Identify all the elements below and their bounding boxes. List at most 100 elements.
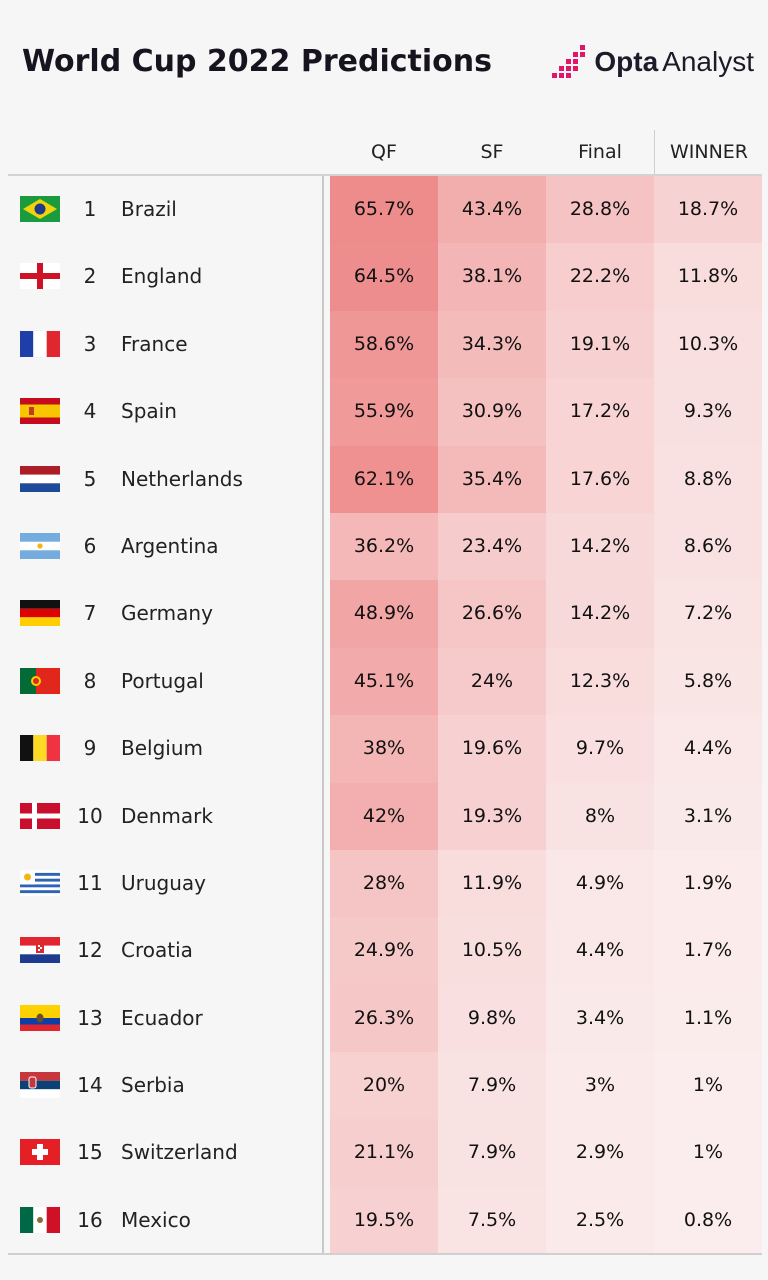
probability-cell-qf: 65.7% (330, 176, 438, 244)
team-name: Switzerland (121, 1140, 238, 1165)
england-flag-icon (20, 263, 60, 290)
probability-cell-winner: 8.6% (654, 512, 762, 581)
table-row: 11 Uruguay 28% 11.9% 4.9% 1.9% (8, 849, 762, 918)
probability-cell-final: 19.1% (546, 310, 654, 379)
probability-cell-winner: 18.7% (654, 176, 762, 244)
netherlands-flag-icon (20, 465, 60, 492)
probability-cell-sf: 7.9% (438, 1119, 546, 1187)
uruguay-flag-icon (20, 869, 60, 896)
team-name: Serbia (121, 1073, 185, 1098)
probability-cell-winner: 1.1% (654, 984, 762, 1053)
probability-cell-qf: 21.1% (330, 1119, 438, 1187)
team-rank: 16 (77, 1207, 103, 1232)
probability-cell-winner: 7.2% (654, 580, 762, 648)
spain-flag-icon (20, 398, 60, 425)
table-row: 8 Portugal 45.1% 24% 12.3% 5.8% (8, 647, 762, 716)
column-header-sf: SF (480, 141, 504, 163)
column-divider (322, 176, 324, 1255)
probability-cell-final: 2.9% (546, 1119, 654, 1187)
team-name: Portugal (121, 668, 204, 693)
probability-cell-qf: 62.1% (330, 445, 438, 513)
table-row: 7 Germany 48.9% 26.6% 14.2% 7.2% (8, 580, 762, 648)
column-header-final: Final (578, 141, 622, 163)
team-name: Argentina (121, 533, 219, 558)
team-name: Germany (121, 601, 213, 626)
probability-cell-sf: 38.1% (438, 243, 546, 311)
team-rank: 4 (83, 399, 97, 424)
probability-cell-final: 14.2% (546, 512, 654, 581)
probability-cell-sf: 9.8% (438, 984, 546, 1053)
predictions-table: QF SF Final WINNER 1 Brazil 65.7% 43.4% 28.8… (8, 130, 763, 1255)
probability-cell-winner: 10.3% (654, 310, 762, 379)
probability-cell-sf: 26.6% (438, 580, 546, 648)
probability-cell-sf: 19.6% (438, 715, 546, 783)
column-header-winner: WINNER (654, 130, 763, 174)
probability-cell-qf: 24.9% (330, 917, 438, 985)
table-body: 1 Brazil 65.7% 43.4% 28.8% 18.7% 2 England 64.5%… (8, 176, 762, 1255)
team-rank: 10 (77, 803, 103, 828)
france-flag-icon (20, 330, 60, 357)
serbia-flag-icon (20, 1072, 60, 1099)
team-rank: 12 (77, 938, 103, 963)
table-row: 9 Belgium 38% 19.6% 9.7% 4.4% (8, 715, 762, 783)
table-bottom-border (8, 1253, 762, 1255)
probability-cell-winner: 1% (654, 1119, 762, 1187)
probability-cell-qf: 48.9% (330, 580, 438, 648)
table-row: 6 Argentina 36.2% 23.4% 14.2% 8.6% (8, 512, 762, 581)
team-name: Denmark (121, 803, 213, 828)
probability-cell-sf: 24% (438, 647, 546, 716)
denmark-flag-icon (20, 802, 60, 829)
team-rank: 2 (83, 264, 97, 289)
team-name: France (121, 331, 188, 356)
team-rank: 9 (83, 736, 97, 761)
probability-cell-sf: 30.9% (438, 378, 546, 446)
probability-cell-sf: 7.5% (438, 1186, 546, 1255)
probability-cell-winner: 11.8% (654, 243, 762, 311)
team-name: Spain (121, 399, 177, 424)
table-row: 3 France 58.6% 34.3% 19.1% 10.3% (8, 310, 762, 379)
probability-cell-sf: 7.9% (438, 1052, 546, 1120)
probability-cell-final: 17.6% (546, 445, 654, 513)
table-row: 10 Denmark 42% 19.3% 8% 3.1% (8, 782, 762, 850)
switzerland-flag-icon (20, 1139, 60, 1166)
probability-cell-final: 2.5% (546, 1186, 654, 1255)
probability-cell-qf: 58.6% (330, 310, 438, 379)
probability-cell-sf: 10.5% (438, 917, 546, 985)
probability-cell-qf: 36.2% (330, 512, 438, 581)
probability-cell-final: 4.4% (546, 917, 654, 985)
team-rank: 8 (83, 668, 97, 693)
logo-brand-text: Opta (594, 46, 659, 77)
probability-cell-winner: 4.4% (654, 715, 762, 783)
table-row: 14 Serbia 20% 7.9% 3% 1% (8, 1052, 762, 1120)
team-name: Mexico (121, 1207, 191, 1232)
probability-cell-qf: 64.5% (330, 243, 438, 311)
logo-sub-text: Analyst (662, 46, 754, 77)
team-rank: 13 (77, 1005, 103, 1030)
probability-cell-sf: 23.4% (438, 512, 546, 581)
argentina-flag-icon (20, 532, 60, 559)
team-name: Netherlands (121, 466, 243, 491)
table-row: 4 Spain 55.9% 30.9% 17.2% 9.3% (8, 378, 762, 446)
mexico-flag-icon (20, 1206, 60, 1233)
probability-cell-winner: 5.8% (654, 647, 762, 716)
probability-cell-final: 28.8% (546, 176, 654, 244)
probability-cell-winner: 1.7% (654, 917, 762, 985)
team-rank: 1 (83, 197, 97, 221)
probability-cell-winner: 3.1% (654, 782, 762, 850)
opta-analyst-logo: Opta Analyst (550, 40, 754, 84)
probability-cell-winner: 1% (654, 1052, 762, 1120)
table-row: 2 England 64.5% 38.1% 22.2% 11.8% (8, 243, 762, 311)
team-rank: 5 (83, 466, 97, 491)
team-name: Ecuador (121, 1005, 203, 1030)
probability-cell-final: 9.7% (546, 715, 654, 783)
probability-cell-qf: 20% (330, 1052, 438, 1120)
probability-cell-sf: 43.4% (438, 176, 546, 244)
probability-cell-qf: 28% (330, 849, 438, 918)
probability-cell-sf: 35.4% (438, 445, 546, 513)
probability-cell-final: 22.2% (546, 243, 654, 311)
probability-cell-final: 12.3% (546, 647, 654, 716)
opta-logo-icon (552, 45, 586, 78)
portugal-flag-icon (20, 667, 60, 694)
team-rank: 14 (77, 1073, 103, 1098)
team-name: Belgium (121, 736, 203, 761)
